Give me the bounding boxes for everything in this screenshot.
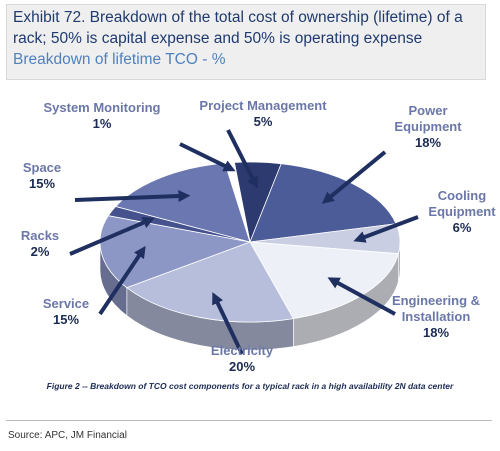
slice	[126, 241, 294, 323]
arrow	[353, 215, 419, 243]
arrow	[74, 190, 191, 203]
arrow	[212, 292, 244, 355]
slice-label: Service 15%	[16, 296, 116, 328]
value-label: 1%	[92, 116, 112, 131]
slice-label: Power Equipment 18%	[378, 103, 478, 151]
category-label: Cooling Equipment	[428, 188, 496, 219]
value-label: 18%	[422, 325, 450, 340]
arrow	[226, 129, 258, 189]
category-label: Project Management	[199, 98, 327, 113]
value-label: 2%	[30, 244, 50, 259]
slice-label: Space 15%	[7, 160, 77, 192]
arrow	[98, 245, 146, 316]
chart-title: Exhibit 72. Breakdown of the total cost …	[13, 9, 463, 47]
slice-label: Cooling Equipment 6%	[412, 188, 500, 236]
value-label: 6%	[452, 220, 472, 235]
arrow	[69, 216, 155, 256]
category-label: Service	[42, 296, 90, 311]
value-label: 18%	[414, 135, 442, 150]
chart	[69, 129, 419, 355]
caption: Figure 2 -- Breakdown of TCO cost compon…	[46, 381, 454, 391]
slice-label: Engineering & Installation 18%	[376, 293, 496, 341]
arrow	[327, 277, 396, 316]
arrow	[321, 150, 387, 204]
slice-label: Racks 2%	[5, 228, 75, 260]
category-label: System Monitoring	[43, 100, 161, 115]
category-label: Electricity	[210, 343, 274, 358]
value-label: 5%	[253, 114, 273, 129]
slice-label: Project Management 5%	[198, 98, 328, 130]
category-label: Power Equipment	[394, 103, 462, 134]
divider	[6, 420, 492, 421]
source: Source: APC, JM Financial	[8, 430, 127, 441]
header: Exhibit 72. Breakdown of the total cost …	[6, 4, 486, 80]
slice	[114, 162, 251, 243]
slice-label: Electricity 20%	[192, 343, 292, 375]
category-label: Space	[22, 160, 62, 175]
slice-label: System Monitoring 1%	[27, 100, 177, 132]
category-label: Racks	[20, 228, 60, 243]
chart-subtitle: Breakdown of lifetime TCO - %	[13, 51, 226, 68]
value-label: 15%	[52, 312, 80, 327]
category-label: Engineering & Installation	[391, 293, 481, 324]
slice	[249, 241, 399, 320]
value-label: 15%	[28, 176, 56, 191]
value-label: 20%	[228, 359, 256, 374]
arrow	[179, 142, 236, 172]
